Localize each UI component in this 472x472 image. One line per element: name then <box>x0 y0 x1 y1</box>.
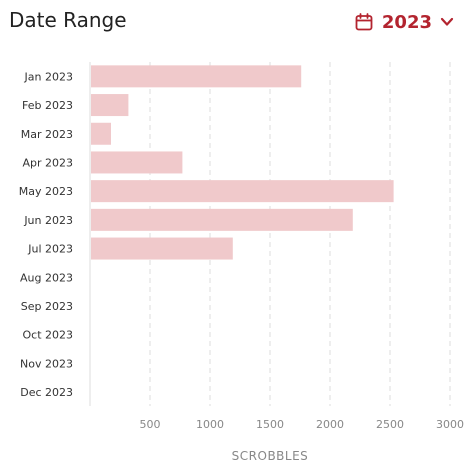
y-category-label: Mar 2023 <box>21 128 73 141</box>
y-category-label: Jan 2023 <box>24 70 73 83</box>
x-tick-label: 2000 <box>316 418 344 431</box>
bar-mar-2023[interactable] <box>91 122 111 145</box>
y-category-label: Feb 2023 <box>22 99 73 112</box>
bar-apr-2023[interactable] <box>91 151 183 174</box>
y-category-label: Aug 2023 <box>20 271 73 284</box>
bar-jul-2023[interactable] <box>91 237 233 260</box>
bar-jun-2023[interactable] <box>91 208 353 231</box>
x-tick-label: 3000 <box>436 418 464 431</box>
x-axis-title: SCROBBLES <box>232 449 309 463</box>
y-category-label: Nov 2023 <box>20 357 73 370</box>
x-tick-label: 1000 <box>196 418 224 431</box>
y-category-label: Jul 2023 <box>27 243 73 256</box>
x-tick-label: 1500 <box>256 418 284 431</box>
bar-may-2023[interactable] <box>91 180 394 203</box>
calendar-icon <box>355 13 373 31</box>
x-tick-label: 2500 <box>376 418 404 431</box>
y-category-label: Jun 2023 <box>23 214 73 227</box>
bar-jan-2023[interactable] <box>91 65 302 88</box>
chevron-down-icon <box>440 17 454 26</box>
y-category-label: Oct 2023 <box>22 329 73 342</box>
x-tick-label: 500 <box>140 418 161 431</box>
page-title: Date Range <box>9 8 127 32</box>
y-category-label: Apr 2023 <box>22 156 73 169</box>
bar-feb-2023[interactable] <box>91 94 129 117</box>
y-category-label: Dec 2023 <box>20 386 73 399</box>
selected-year: 2023 <box>381 11 432 33</box>
year-selector[interactable]: 2023 <box>355 9 454 35</box>
y-category-label: May 2023 <box>19 185 73 198</box>
y-category-label: Sep 2023 <box>21 300 73 313</box>
chart-header: Date Range 2023 <box>0 0 472 44</box>
